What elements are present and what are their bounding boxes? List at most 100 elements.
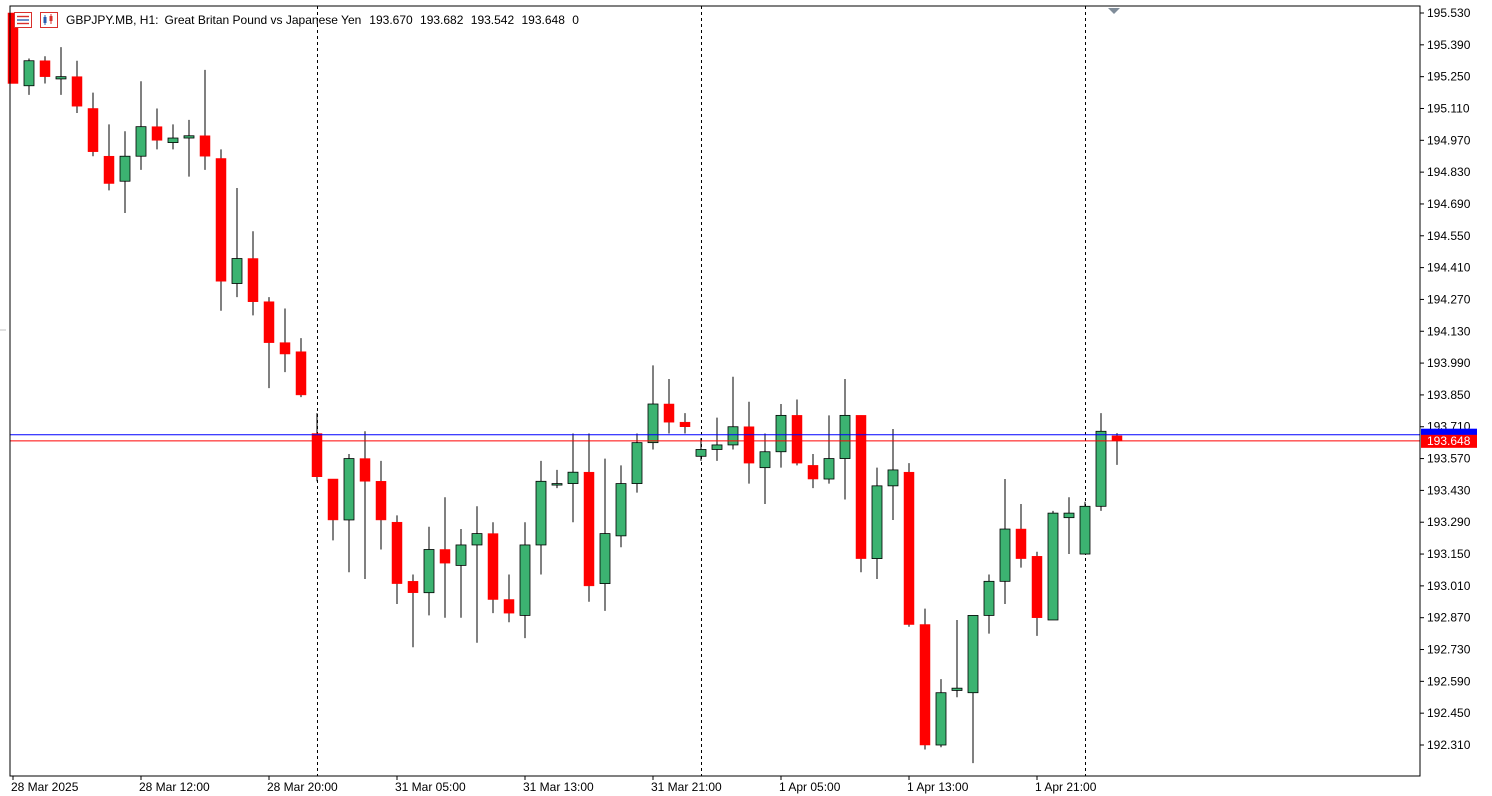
candle-body bbox=[903, 471, 915, 625]
candle-body bbox=[407, 581, 419, 593]
candle bbox=[359, 431, 371, 580]
candle bbox=[1079, 501, 1091, 555]
y-tick-label: 192.590 bbox=[1427, 674, 1471, 688]
candle-body bbox=[359, 458, 371, 482]
candle-body bbox=[1047, 512, 1059, 621]
candle bbox=[311, 413, 323, 482]
candle-body bbox=[535, 480, 547, 546]
candle-body bbox=[711, 444, 723, 450]
y-tick-label: 192.310 bbox=[1427, 738, 1471, 752]
y-tick-label: 195.390 bbox=[1427, 38, 1471, 52]
candle-body bbox=[135, 126, 147, 157]
y-tick-label: 192.730 bbox=[1427, 643, 1471, 657]
candle bbox=[935, 679, 947, 748]
close-value: 193.648 bbox=[521, 13, 565, 27]
candle bbox=[455, 529, 467, 618]
y-tick-label: 193.150 bbox=[1427, 547, 1471, 561]
list-icon[interactable] bbox=[14, 12, 32, 28]
x-tick-label: 28 Mar 2025 bbox=[11, 780, 79, 794]
candle bbox=[39, 56, 51, 84]
candle-body bbox=[1015, 528, 1027, 559]
candle-body bbox=[983, 580, 995, 616]
candle-body bbox=[183, 135, 195, 139]
candle bbox=[631, 433, 643, 493]
y-tick-label: 194.830 bbox=[1427, 165, 1471, 179]
candle-body bbox=[487, 533, 499, 600]
candle bbox=[295, 338, 307, 398]
candle bbox=[615, 465, 627, 548]
candle-body bbox=[103, 155, 115, 184]
y-tick-label: 193.850 bbox=[1427, 388, 1471, 402]
x-tick-label: 31 Mar 05:00 bbox=[395, 780, 466, 794]
candle bbox=[743, 401, 755, 484]
y-tick-label: 195.530 bbox=[1427, 6, 1471, 20]
candle bbox=[775, 404, 787, 468]
day-separators bbox=[317, 6, 1086, 776]
candle-body bbox=[919, 624, 931, 746]
candle-body bbox=[1111, 435, 1123, 442]
x-tick-label: 28 Mar 12:00 bbox=[139, 780, 210, 794]
price-axis[interactable]: 195.530 195.390 195.250 195.110 194.970 194.8… bbox=[1420, 6, 1477, 752]
candle-body bbox=[1079, 505, 1091, 555]
candle-body bbox=[375, 481, 387, 521]
candle bbox=[119, 131, 131, 214]
candle bbox=[71, 60, 83, 114]
symbol-label: GBPJPY.MB, H1: bbox=[66, 13, 159, 27]
candle-body bbox=[679, 421, 691, 427]
x-tick-label: 28 Mar 20:00 bbox=[267, 780, 338, 794]
candle-body bbox=[151, 126, 163, 141]
candle-body bbox=[887, 469, 899, 487]
candle-body bbox=[871, 485, 883, 559]
candle bbox=[839, 379, 851, 500]
candle bbox=[375, 460, 387, 550]
y-tick-label: 193.570 bbox=[1427, 452, 1471, 466]
candles bbox=[7, 12, 1123, 764]
time-axis[interactable]: 28 Mar 2025 28 Mar 12:00 28 Mar 20:00 31 Ma… bbox=[11, 776, 1097, 794]
plot-frame bbox=[9, 5, 1421, 777]
x-tick-label: 31 Mar 21:00 bbox=[651, 780, 722, 794]
y-tick-label: 193.290 bbox=[1427, 515, 1471, 529]
candle-body bbox=[551, 483, 563, 486]
ohlc-readout: 193.670 193.682 193.542 193.648 0 bbox=[369, 13, 583, 27]
candle-body bbox=[279, 342, 291, 355]
candle bbox=[791, 399, 803, 466]
candle-body bbox=[663, 403, 675, 423]
candle bbox=[1095, 413, 1107, 511]
low-value: 193.542 bbox=[470, 13, 515, 27]
chart-shift-marker-icon[interactable] bbox=[1108, 8, 1120, 14]
candle-body bbox=[343, 458, 355, 521]
candle-body bbox=[263, 301, 275, 343]
y-tick-label: 193.010 bbox=[1427, 579, 1471, 593]
candle bbox=[1047, 510, 1059, 621]
candle-body bbox=[247, 258, 259, 302]
candle bbox=[727, 376, 739, 450]
candle-body bbox=[743, 426, 755, 464]
candle-body bbox=[231, 258, 243, 284]
candle-body bbox=[503, 599, 515, 614]
candle bbox=[199, 69, 211, 170]
candle bbox=[87, 92, 99, 157]
chart-type-icon[interactable] bbox=[40, 12, 58, 28]
candle-body bbox=[807, 465, 819, 480]
price-lines bbox=[10, 434, 1420, 442]
candle-body bbox=[87, 108, 99, 152]
candle bbox=[439, 497, 451, 618]
candle-body bbox=[759, 451, 771, 469]
candle-body bbox=[311, 433, 323, 478]
bid-price-label: 193.648 bbox=[1427, 434, 1471, 448]
candle bbox=[487, 522, 499, 614]
candle-body bbox=[199, 135, 211, 157]
candle-body bbox=[647, 403, 659, 444]
chart-header: GBPJPY.MB, H1: Great Britan Pound vs Jap… bbox=[14, 10, 583, 30]
candle-body bbox=[119, 155, 131, 182]
candle-body bbox=[7, 12, 19, 84]
candle bbox=[583, 433, 595, 602]
candle-body bbox=[839, 414, 851, 459]
candle-body bbox=[423, 549, 435, 594]
y-tick-label: 194.130 bbox=[1427, 324, 1471, 338]
candle bbox=[695, 438, 707, 461]
candle-body bbox=[39, 60, 51, 77]
candle-body bbox=[999, 528, 1011, 582]
